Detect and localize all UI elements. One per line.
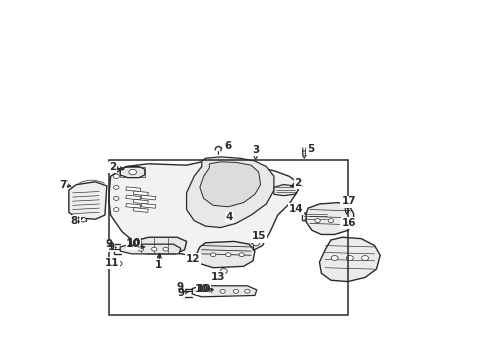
- Circle shape: [346, 256, 353, 261]
- Text: 14: 14: [289, 204, 303, 215]
- Text: 8: 8: [73, 216, 80, 226]
- Bar: [141, 195, 156, 200]
- Text: 7: 7: [61, 180, 68, 190]
- Polygon shape: [319, 237, 380, 282]
- Polygon shape: [192, 286, 257, 297]
- Circle shape: [253, 241, 260, 246]
- Circle shape: [211, 253, 216, 257]
- Text: 11: 11: [105, 258, 120, 269]
- Text: 3: 3: [252, 145, 259, 155]
- Polygon shape: [187, 157, 274, 228]
- Circle shape: [114, 208, 119, 211]
- Polygon shape: [302, 211, 329, 222]
- Bar: [126, 195, 141, 200]
- Text: 16: 16: [341, 219, 355, 228]
- Polygon shape: [69, 182, 107, 219]
- Text: 12: 12: [186, 255, 200, 264]
- Text: 16: 16: [342, 218, 356, 228]
- Text: 10: 10: [196, 284, 211, 294]
- Polygon shape: [196, 242, 255, 268]
- Bar: [109, 159, 348, 315]
- Polygon shape: [274, 185, 298, 195]
- Circle shape: [207, 289, 212, 293]
- Text: 2: 2: [295, 179, 302, 189]
- Bar: [120, 167, 145, 177]
- Circle shape: [362, 256, 368, 261]
- Circle shape: [315, 219, 320, 222]
- Text: 4: 4: [226, 212, 233, 222]
- Text: 5: 5: [306, 145, 314, 155]
- Circle shape: [331, 256, 338, 261]
- Text: 13: 13: [211, 271, 225, 282]
- Text: 17: 17: [341, 198, 355, 208]
- Text: 9: 9: [107, 242, 114, 252]
- Text: 1: 1: [154, 261, 162, 271]
- Bar: [126, 203, 141, 208]
- Text: 15: 15: [251, 232, 266, 242]
- Text: 2: 2: [109, 162, 117, 172]
- Text: 2: 2: [109, 162, 116, 172]
- Text: 6: 6: [224, 141, 231, 151]
- Circle shape: [220, 269, 227, 274]
- Circle shape: [113, 174, 120, 179]
- Text: 7: 7: [59, 180, 67, 190]
- Text: 10: 10: [126, 238, 141, 248]
- Bar: [133, 191, 148, 196]
- Circle shape: [239, 253, 245, 257]
- Circle shape: [245, 289, 250, 293]
- Polygon shape: [120, 244, 181, 254]
- Circle shape: [342, 219, 347, 222]
- Polygon shape: [200, 162, 261, 207]
- Text: 15: 15: [252, 231, 267, 242]
- Circle shape: [80, 217, 86, 222]
- Circle shape: [129, 169, 136, 175]
- Polygon shape: [133, 237, 187, 254]
- Circle shape: [114, 197, 119, 201]
- Text: 10: 10: [195, 284, 209, 294]
- Text: 1: 1: [154, 260, 162, 270]
- Text: 9: 9: [177, 288, 184, 298]
- Text: 11: 11: [104, 258, 119, 268]
- Text: 14: 14: [289, 204, 303, 214]
- Circle shape: [114, 185, 119, 189]
- Text: 9: 9: [176, 282, 184, 292]
- Text: 17: 17: [342, 196, 356, 206]
- Circle shape: [233, 289, 239, 293]
- Text: 13: 13: [210, 273, 224, 283]
- Text: 10: 10: [126, 239, 141, 249]
- Circle shape: [163, 247, 169, 251]
- Circle shape: [138, 247, 144, 251]
- Text: 3: 3: [252, 146, 259, 156]
- Bar: [141, 203, 156, 208]
- Text: 9: 9: [106, 239, 113, 249]
- Text: 8: 8: [70, 216, 77, 226]
- Text: 5: 5: [307, 144, 314, 154]
- Text: 2: 2: [294, 178, 302, 188]
- Text: 6: 6: [225, 141, 232, 151]
- Bar: [126, 187, 141, 192]
- Polygon shape: [109, 161, 297, 257]
- Bar: [133, 199, 148, 204]
- Circle shape: [151, 247, 157, 251]
- Circle shape: [328, 219, 334, 222]
- Text: 4: 4: [226, 213, 233, 223]
- Bar: [133, 208, 148, 212]
- Circle shape: [115, 261, 122, 266]
- Polygon shape: [120, 167, 145, 177]
- Circle shape: [220, 289, 225, 293]
- Circle shape: [226, 253, 231, 257]
- Polygon shape: [306, 203, 354, 234]
- Text: 12: 12: [185, 253, 200, 264]
